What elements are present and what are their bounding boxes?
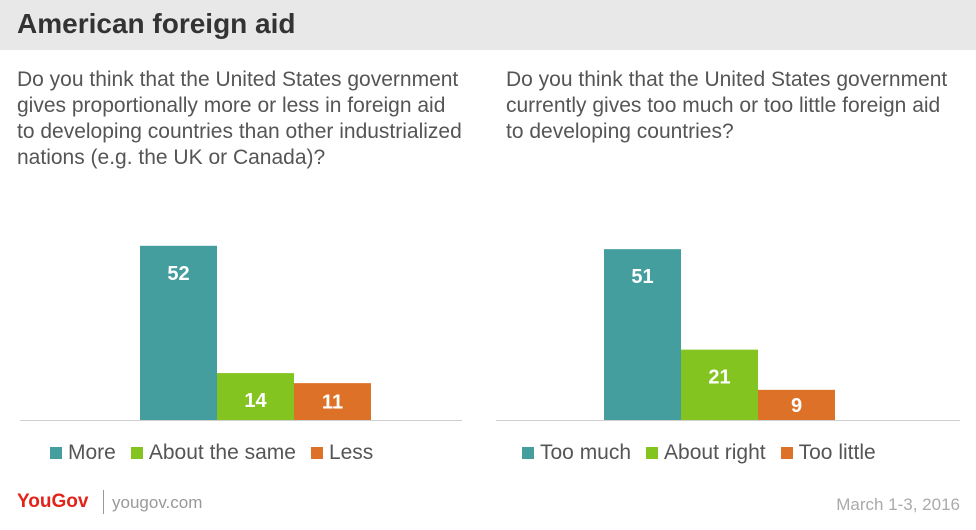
legend-label: About right bbox=[664, 441, 766, 464]
footer-divider bbox=[103, 490, 104, 514]
legend-label: Less bbox=[328, 441, 374, 464]
legend-label: Too little bbox=[798, 441, 876, 464]
legend-label: Too much bbox=[540, 441, 632, 464]
survey-date: March 1-3, 2016 bbox=[836, 495, 960, 514]
legend-left: More About the same Less bbox=[50, 441, 388, 465]
legend-swatch bbox=[50, 447, 62, 459]
bar-too-little bbox=[758, 389, 835, 420]
yougov-logo: YouGov bbox=[17, 491, 89, 512]
legend-swatch bbox=[522, 447, 534, 459]
legend-item-too-little: Too little bbox=[780, 441, 876, 465]
legend-item-less: Less bbox=[310, 441, 374, 465]
legend-label: About the same bbox=[148, 441, 296, 464]
bar-about-the-same bbox=[217, 373, 294, 420]
title-bar bbox=[0, 0, 976, 50]
data-label: 21 bbox=[708, 367, 730, 389]
bar-about-right bbox=[681, 349, 758, 420]
data-label: 51 bbox=[631, 266, 653, 288]
legend-swatch bbox=[780, 447, 793, 459]
legend-item-too-much: Too much bbox=[522, 441, 631, 465]
data-label: 52 bbox=[167, 263, 189, 285]
bar-less bbox=[294, 383, 371, 420]
legend-item-more: More bbox=[50, 441, 116, 465]
legend-item-about-right: About right bbox=[646, 441, 766, 465]
legend-swatch bbox=[646, 447, 659, 459]
data-label: 14 bbox=[244, 390, 267, 412]
bar-more bbox=[140, 245, 217, 420]
legend-item-about-the-same: About the same bbox=[130, 441, 296, 465]
legend-swatch bbox=[130, 447, 143, 459]
data-label: 11 bbox=[322, 392, 343, 414]
question-left: Do you think that the United States gove… bbox=[17, 68, 462, 169]
legend-swatch bbox=[310, 447, 323, 459]
footer-url: yougov.com bbox=[112, 493, 203, 512]
bar-too-much bbox=[604, 249, 681, 420]
page-title: American foreign aid bbox=[17, 8, 296, 39]
data-label: 9 bbox=[791, 395, 802, 417]
legend-label: More bbox=[68, 441, 116, 464]
legend-right: Too much About right Too little bbox=[522, 441, 891, 465]
question-right: Do you think that the United States gove… bbox=[506, 68, 948, 143]
